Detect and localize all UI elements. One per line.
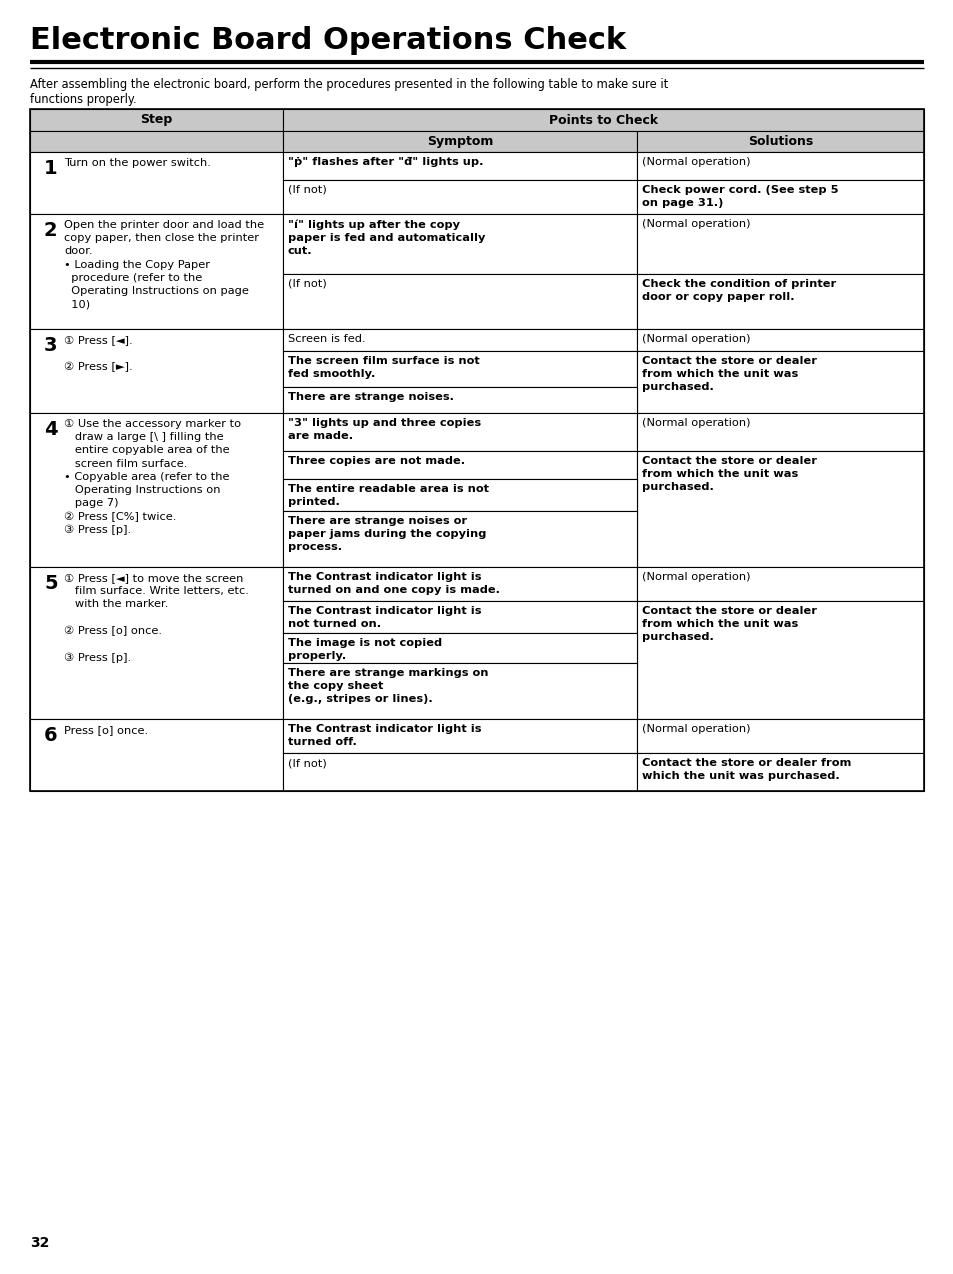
Text: ① Use the accessory marker to
   draw a large [\ ] filling the
   entire copyabl: ① Use the accessory marker to draw a lar…: [64, 419, 241, 535]
Text: Three copies are not made.: Three copies are not made.: [288, 456, 465, 466]
Text: Contact the store or dealer from
which the unit was purchased.: Contact the store or dealer from which t…: [641, 758, 850, 781]
Bar: [283, 387, 637, 413]
Bar: [637, 413, 923, 451]
Bar: [283, 511, 637, 567]
Text: (Normal operation): (Normal operation): [641, 157, 750, 167]
Text: Turn on the power switch.: Turn on the power switch.: [64, 158, 211, 168]
Text: 4: 4: [44, 420, 57, 440]
Text: There are strange noises.: There are strange noises.: [288, 392, 454, 403]
Text: 32: 32: [30, 1236, 50, 1250]
Text: Electronic Board Operations Check: Electronic Board Operations Check: [30, 25, 625, 55]
Text: Contact the store or dealer
from which the unit was
purchased.: Contact the store or dealer from which t…: [641, 606, 816, 642]
Text: The image is not copied
properly.: The image is not copied properly.: [288, 638, 441, 661]
Text: functions properly.: functions properly.: [30, 93, 136, 106]
Bar: [283, 131, 637, 152]
Bar: [30, 152, 283, 214]
Text: (If not): (If not): [288, 279, 327, 289]
Text: Points to Check: Points to Check: [548, 113, 658, 126]
Bar: [283, 352, 637, 387]
Text: 5: 5: [44, 575, 57, 592]
Text: (Normal operation): (Normal operation): [641, 724, 750, 734]
Text: 6: 6: [44, 726, 57, 745]
Bar: [283, 633, 637, 662]
Bar: [283, 214, 637, 274]
Bar: [637, 152, 923, 180]
Text: 3: 3: [44, 336, 57, 355]
Bar: [30, 131, 283, 152]
Text: Screen is fed.: Screen is fed.: [288, 334, 365, 344]
Text: Open the printer door and load the
copy paper, then close the printer
door.
• Lo: Open the printer door and load the copy …: [64, 220, 264, 310]
Text: Contact the store or dealer
from which the unit was
purchased.: Contact the store or dealer from which t…: [641, 355, 816, 392]
Text: The entire readable area is not
printed.: The entire readable area is not printed.: [288, 484, 489, 507]
Text: After assembling the electronic board, perform the procedures presented in the f: After assembling the electronic board, p…: [30, 78, 667, 90]
Bar: [637, 601, 923, 719]
Text: "í" lights up after the copy
paper is fed and automatically
cut.: "í" lights up after the copy paper is fe…: [288, 219, 485, 256]
Text: 1: 1: [44, 159, 57, 178]
Text: (Normal operation): (Normal operation): [641, 334, 750, 344]
Text: The Contrast indicator light is
not turned on.: The Contrast indicator light is not turn…: [288, 606, 481, 629]
Text: 2: 2: [44, 220, 57, 240]
Text: Contact the store or dealer
from which the unit was
purchased.: Contact the store or dealer from which t…: [641, 456, 816, 492]
Text: Step: Step: [140, 113, 172, 126]
Bar: [283, 152, 637, 180]
Text: Check power cord. (See step 5
on page 31.): Check power cord. (See step 5 on page 31…: [641, 185, 838, 208]
Text: Press [o] once.: Press [o] once.: [64, 725, 148, 735]
Bar: [30, 567, 283, 719]
Bar: [637, 451, 923, 567]
Text: ① Press [◄].

② Press [►].: ① Press [◄]. ② Press [►].: [64, 335, 132, 372]
Bar: [30, 110, 923, 791]
Bar: [30, 413, 283, 567]
Text: There are strange noises or
paper jams during the copying
process.: There are strange noises or paper jams d…: [288, 516, 486, 553]
Bar: [283, 753, 637, 791]
Bar: [283, 601, 637, 633]
Text: ① Press [◄] to move the screen
   film surface. Write letters, etc.
   with the : ① Press [◄] to move the screen film surf…: [64, 573, 249, 662]
Bar: [30, 719, 283, 791]
Text: The Contrast indicator light is
turned off.: The Contrast indicator light is turned o…: [288, 724, 481, 747]
Text: Symptom: Symptom: [426, 135, 493, 148]
Bar: [30, 329, 283, 413]
Text: There are strange markings on
the copy sheet
(e.g., stripes or lines).: There are strange markings on the copy s…: [288, 668, 488, 705]
Bar: [283, 451, 637, 479]
Text: Solutions: Solutions: [747, 135, 812, 148]
Text: "ṗ" flashes after "đ" lights up.: "ṗ" flashes after "đ" lights up.: [288, 157, 483, 167]
Bar: [637, 131, 923, 152]
Bar: [283, 479, 637, 511]
Bar: [30, 110, 283, 131]
Bar: [637, 180, 923, 214]
Bar: [637, 719, 923, 753]
Bar: [283, 719, 637, 753]
Text: (If not): (If not): [288, 185, 327, 195]
Bar: [637, 329, 923, 352]
Bar: [637, 753, 923, 791]
Text: (Normal operation): (Normal operation): [641, 219, 750, 229]
Text: (If not): (If not): [288, 758, 327, 768]
Text: Check the condition of printer
door or copy paper roll.: Check the condition of printer door or c…: [641, 279, 836, 302]
Text: "3" lights up and three copies
are made.: "3" lights up and three copies are made.: [288, 418, 480, 441]
Bar: [637, 214, 923, 274]
Text: (Normal operation): (Normal operation): [641, 418, 750, 428]
Bar: [283, 329, 637, 352]
Bar: [283, 274, 637, 329]
Bar: [283, 567, 637, 601]
Bar: [637, 274, 923, 329]
Bar: [637, 567, 923, 601]
Bar: [283, 180, 637, 214]
Text: The screen film surface is not
fed smoothly.: The screen film surface is not fed smoot…: [288, 355, 479, 380]
Bar: [283, 110, 923, 131]
Bar: [30, 214, 283, 329]
Bar: [283, 413, 637, 451]
Bar: [283, 662, 637, 719]
Text: (Normal operation): (Normal operation): [641, 572, 750, 582]
Text: The Contrast indicator light is
turned on and one copy is made.: The Contrast indicator light is turned o…: [288, 572, 499, 595]
Bar: [637, 352, 923, 413]
